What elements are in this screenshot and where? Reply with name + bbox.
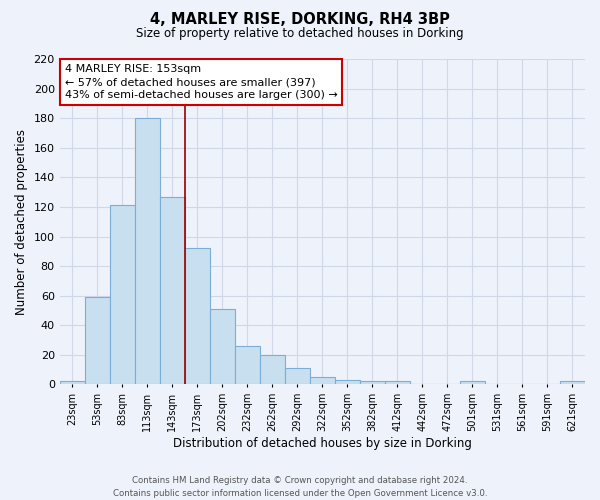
Bar — [360, 382, 385, 384]
Text: Contains HM Land Registry data © Crown copyright and database right 2024.
Contai: Contains HM Land Registry data © Crown c… — [113, 476, 487, 498]
Bar — [185, 248, 210, 384]
Text: Size of property relative to detached houses in Dorking: Size of property relative to detached ho… — [136, 28, 464, 40]
Bar — [385, 382, 410, 384]
Text: 4 MARLEY RISE: 153sqm
← 57% of detached houses are smaller (397)
43% of semi-det: 4 MARLEY RISE: 153sqm ← 57% of detached … — [65, 64, 338, 100]
Bar — [285, 368, 310, 384]
Bar — [460, 382, 485, 384]
Bar — [110, 206, 135, 384]
Bar — [560, 382, 585, 384]
Y-axis label: Number of detached properties: Number of detached properties — [15, 128, 28, 314]
Bar — [260, 355, 285, 384]
Bar — [210, 309, 235, 384]
Bar — [85, 297, 110, 384]
Text: 4, MARLEY RISE, DORKING, RH4 3BP: 4, MARLEY RISE, DORKING, RH4 3BP — [150, 12, 450, 28]
Bar — [335, 380, 360, 384]
X-axis label: Distribution of detached houses by size in Dorking: Distribution of detached houses by size … — [173, 437, 472, 450]
Bar — [59, 382, 85, 384]
Bar — [135, 118, 160, 384]
Bar — [310, 377, 335, 384]
Bar — [160, 196, 185, 384]
Bar — [235, 346, 260, 385]
